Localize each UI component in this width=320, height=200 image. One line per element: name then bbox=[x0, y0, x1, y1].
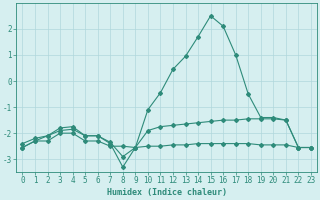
X-axis label: Humidex (Indice chaleur): Humidex (Indice chaleur) bbox=[107, 188, 227, 197]
